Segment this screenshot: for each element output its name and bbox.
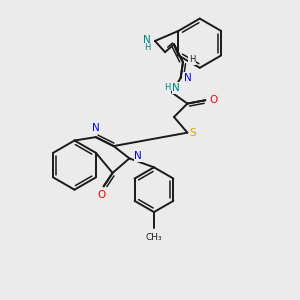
Text: N: N bbox=[92, 123, 100, 133]
Text: H: H bbox=[189, 56, 195, 64]
Text: CH₃: CH₃ bbox=[146, 233, 162, 242]
Text: O: O bbox=[209, 95, 217, 105]
Text: H: H bbox=[164, 83, 170, 92]
Text: S: S bbox=[190, 128, 196, 138]
Text: N: N bbox=[143, 35, 151, 45]
Text: H: H bbox=[144, 43, 150, 52]
Text: N: N bbox=[172, 83, 180, 93]
Text: N: N bbox=[184, 73, 191, 83]
Text: O: O bbox=[97, 190, 106, 200]
Text: N: N bbox=[134, 151, 142, 161]
